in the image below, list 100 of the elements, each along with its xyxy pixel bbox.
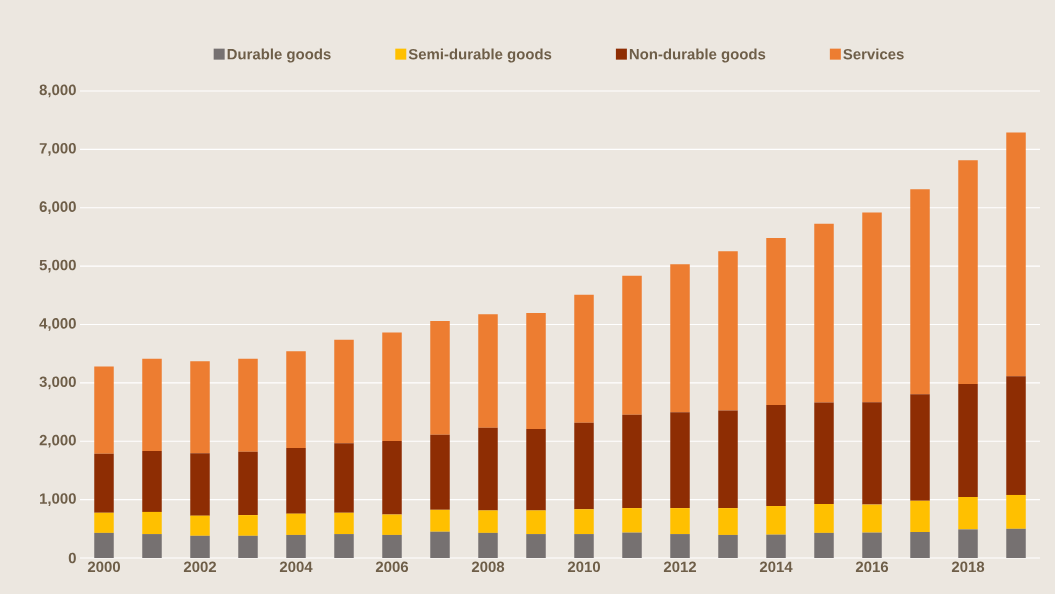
bar	[718, 410, 738, 509]
bar	[766, 405, 786, 507]
bar	[814, 504, 834, 533]
bar	[334, 339, 354, 444]
bar	[574, 294, 594, 423]
y-tick-label: 8,000	[39, 84, 76, 98]
bar	[670, 534, 690, 558]
bar	[142, 358, 162, 451]
x-tick-label: 2008	[471, 561, 505, 573]
bar	[958, 529, 978, 558]
bar	[94, 366, 114, 454]
bar	[286, 447, 306, 514]
y-tick-label: 6,000	[39, 201, 76, 215]
x-tick-label: 2012	[663, 561, 697, 573]
bar	[238, 451, 258, 516]
bar	[286, 351, 306, 448]
bar	[526, 313, 546, 429]
x-tick-label: 2004	[279, 561, 313, 573]
bar	[814, 402, 834, 504]
bar	[478, 427, 498, 511]
bar	[190, 535, 210, 558]
bar	[670, 264, 690, 413]
bar	[766, 534, 786, 558]
bar	[238, 358, 258, 452]
bar	[814, 223, 834, 403]
bar	[334, 534, 354, 558]
y-tick-label: 3,000	[39, 376, 76, 390]
bar	[478, 532, 498, 558]
bar	[862, 532, 882, 558]
bar	[334, 512, 354, 535]
bar	[286, 534, 306, 558]
bar	[190, 361, 210, 454]
bar	[382, 514, 402, 535]
bar	[190, 453, 210, 516]
bar	[958, 497, 978, 530]
bar	[430, 434, 450, 510]
bar	[334, 443, 354, 513]
bar	[430, 531, 450, 558]
bar	[766, 506, 786, 535]
bar	[382, 332, 402, 441]
bar	[478, 314, 498, 428]
bar	[286, 513, 306, 535]
bar	[574, 422, 594, 510]
bar	[1006, 132, 1026, 377]
bar	[1006, 376, 1026, 495]
bar	[862, 212, 882, 403]
y-tick-label: 7,000	[39, 142, 76, 156]
bar	[238, 535, 258, 558]
bar	[862, 402, 882, 505]
x-tick-label: 2016	[855, 561, 889, 573]
bar	[430, 509, 450, 532]
bar	[622, 532, 642, 558]
legend-label: Non-durable goods	[629, 48, 766, 63]
bar	[622, 414, 642, 509]
bar	[718, 508, 738, 535]
y-tick-label: 5,000	[39, 259, 76, 273]
bar	[94, 532, 114, 558]
bar	[766, 238, 786, 406]
x-tick-label: 2006	[375, 561, 409, 573]
bar	[382, 440, 402, 515]
bar	[718, 534, 738, 558]
bar	[430, 320, 450, 435]
bar	[526, 534, 546, 558]
bar	[190, 515, 210, 536]
bar	[670, 412, 690, 509]
legend-label: Semi-durable goods	[408, 48, 552, 63]
y-tick-label: 1,000	[40, 493, 76, 506]
bar	[958, 384, 978, 497]
y-tick-label: 4,000	[39, 318, 76, 331]
bar	[1006, 494, 1026, 529]
bar	[814, 532, 834, 558]
bar	[958, 160, 978, 385]
x-tick-label: 2010	[567, 561, 600, 573]
legend-label: Services	[843, 48, 904, 60]
bar	[574, 509, 594, 535]
bar	[142, 450, 162, 512]
x-tick-label: 2000	[87, 561, 120, 573]
bar	[910, 500, 930, 533]
x-tick-label: 2002	[183, 561, 217, 573]
bar	[478, 510, 498, 533]
x-tick-label: 2014	[759, 561, 793, 573]
bar	[574, 534, 594, 558]
bar	[910, 532, 930, 558]
legend-label: Durable goods	[227, 48, 331, 63]
bar	[238, 515, 258, 536]
y-tick-label: 2,000	[39, 434, 76, 448]
bar	[622, 275, 642, 415]
bar	[718, 251, 738, 411]
bar	[862, 504, 882, 533]
bar	[622, 508, 642, 533]
bar	[910, 394, 930, 501]
bar	[382, 534, 402, 558]
bar	[1006, 528, 1026, 558]
bar	[670, 508, 690, 535]
bar	[142, 511, 162, 535]
bar	[910, 189, 930, 395]
bar	[142, 534, 162, 558]
bar	[94, 453, 114, 513]
x-tick-label: 2018	[951, 561, 985, 573]
y-tick-label: 0	[68, 552, 76, 564]
